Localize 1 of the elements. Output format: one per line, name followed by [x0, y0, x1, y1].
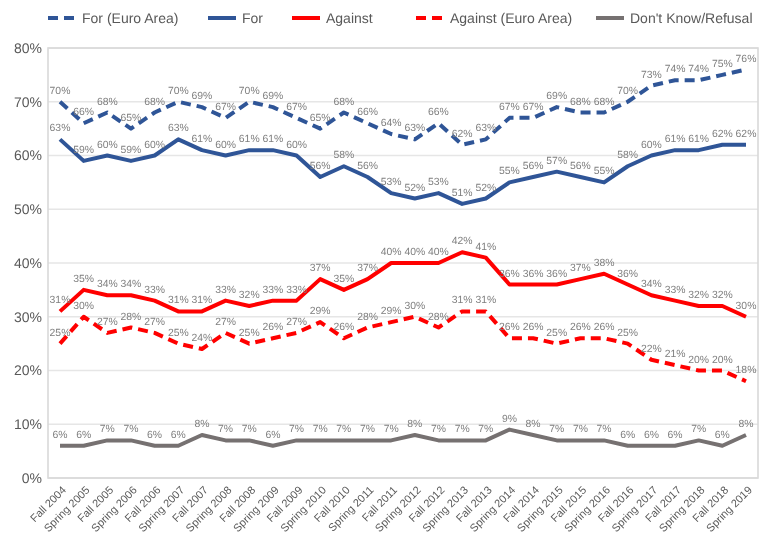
line-series: [58, 137, 748, 206]
